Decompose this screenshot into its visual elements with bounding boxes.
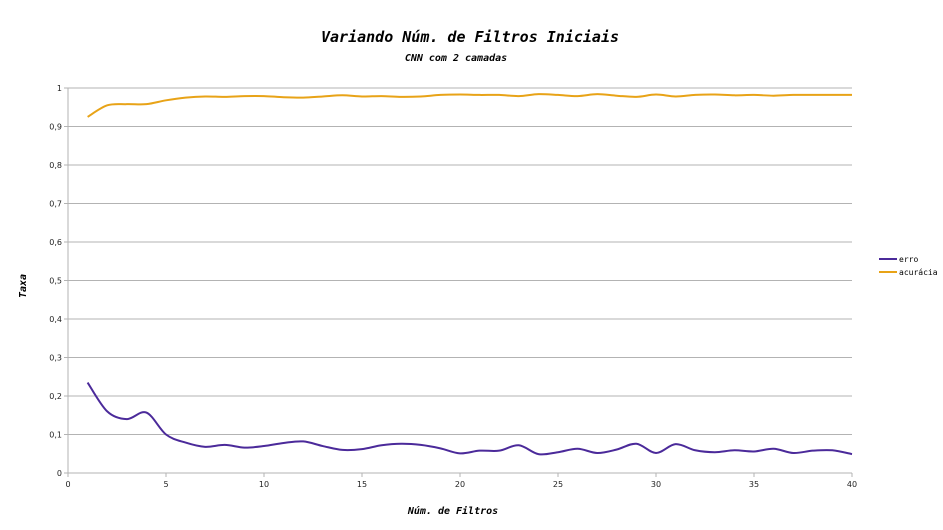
x-tick-label: 25: [553, 480, 563, 489]
series-line-erro: [86, 381, 853, 456]
y-axis-title: Taxa: [18, 274, 29, 298]
x-tick-label: 15: [357, 480, 367, 489]
legend-label-erro: erro: [899, 255, 918, 264]
x-tick-label: 40: [847, 480, 857, 489]
x-tick-label: 30: [651, 480, 661, 489]
grid-lines: [64, 87, 853, 477]
y-tick-labels: 0 0,1 0,2 0,3 0,4 0,5 0,6 0,7 0,8 0,9 1: [49, 84, 62, 478]
x-tick-label: 35: [749, 480, 759, 489]
x-tick-labels: 0 5 10 15 20 25 30 35 40: [65, 480, 857, 489]
chart-title: Variando Núm. de Filtros Iniciais: [321, 28, 619, 46]
chart-subtitle: CNN com 2 camadas: [405, 53, 507, 64]
x-tick-label: 0: [65, 480, 70, 489]
y-tick-label: 0: [57, 469, 62, 478]
series-lines: [86, 93, 853, 456]
y-tick-label: 1: [57, 84, 62, 93]
x-axis-title: Núm. de Filtros: [407, 505, 498, 517]
x-tick-label: 5: [163, 480, 168, 489]
series-line-acuracia: [87, 93, 852, 118]
legend: erro acurácia: [879, 255, 938, 277]
x-tick-label: 20: [455, 480, 465, 489]
x-tick-label: 10: [259, 480, 269, 489]
axes: [67, 88, 852, 474]
y-tick-label: 0,6: [49, 238, 62, 247]
y-tick-label: 0,9: [49, 123, 62, 132]
y-tick-label: 0,3: [49, 354, 62, 363]
y-tick-label: 0,5: [49, 277, 62, 286]
y-tick-label: 0,4: [49, 315, 62, 324]
y-tick-label: 0,1: [49, 431, 62, 440]
y-tick-label: 0,8: [49, 161, 62, 170]
y-tick-label: 0,2: [49, 392, 62, 401]
y-tick-label: 0,7: [49, 200, 62, 209]
legend-label-acuracia: acurácia: [899, 268, 938, 277]
